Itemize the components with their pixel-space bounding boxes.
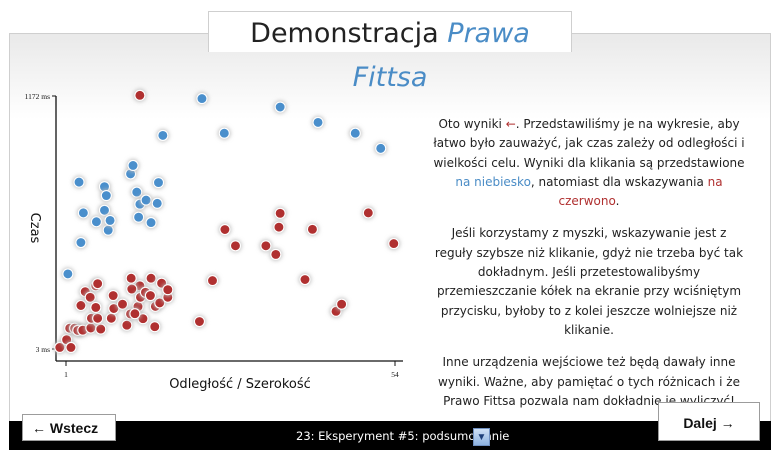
red-data-point bbox=[273, 221, 285, 233]
blue-data-point bbox=[75, 236, 87, 249]
red-data-point bbox=[84, 291, 96, 303]
y-tick-label-bottom: 3 ms bbox=[36, 345, 50, 354]
back-arrow-icon: ← bbox=[505, 117, 516, 131]
red-data-point bbox=[162, 284, 174, 296]
x-tick-label-right: 54 bbox=[391, 370, 399, 379]
red-data-point bbox=[149, 321, 161, 333]
red-data-point bbox=[107, 289, 119, 302]
next-button[interactable]: Dalej → bbox=[658, 402, 760, 441]
blue-highlight: na niebiesko bbox=[455, 174, 531, 189]
blue-data-point bbox=[104, 214, 116, 226]
red-data-point bbox=[206, 275, 219, 287]
red-data-point bbox=[274, 207, 286, 219]
red-data-point bbox=[85, 322, 97, 334]
red-data-point bbox=[154, 297, 166, 309]
slide-select[interactable]: 23: Eksperyment #5: podsumowanie bbox=[296, 429, 510, 443]
red-data-point bbox=[229, 240, 242, 252]
x-tick-label-left: 1 bbox=[64, 370, 68, 379]
red-data-point bbox=[219, 223, 231, 236]
blue-data-point bbox=[100, 190, 112, 202]
red-data-point bbox=[65, 341, 77, 354]
red-data-point bbox=[260, 240, 272, 252]
red-data-point bbox=[105, 312, 117, 324]
blue-data-point bbox=[274, 101, 286, 113]
red-data-point bbox=[121, 319, 133, 331]
red-data-point bbox=[134, 89, 146, 101]
red-data-point bbox=[129, 308, 141, 320]
blue-data-point bbox=[127, 159, 139, 172]
red-data-point bbox=[75, 299, 87, 312]
description-text: , natomiast dla wskazywania bbox=[530, 174, 704, 189]
blue-data-point bbox=[73, 176, 85, 188]
red-data-point bbox=[362, 207, 374, 219]
x-axis-label: Odległość / Szerokość bbox=[169, 377, 311, 392]
blue-data-point bbox=[152, 177, 165, 189]
dropdown-arrow-icon[interactable]: ▼ bbox=[473, 428, 490, 446]
title-accent: Prawa Fittsa bbox=[352, 18, 530, 93]
red-data-point bbox=[92, 312, 104, 324]
red-data-point bbox=[306, 223, 318, 235]
red-data-point bbox=[90, 301, 102, 313]
blue-data-point bbox=[133, 211, 145, 223]
red-data-point bbox=[95, 323, 107, 335]
chart-axes: 1172 ms 3 ms 1 54 Odległość / Szerokość … bbox=[25, 92, 403, 392]
blue-data-point bbox=[157, 129, 169, 141]
back-button[interactable]: ← Wstecz bbox=[22, 414, 116, 441]
y-tick-label-top: 1172 ms bbox=[25, 92, 50, 101]
red-data-point bbox=[193, 315, 206, 328]
blue-data-point bbox=[140, 194, 152, 206]
blue-data-point bbox=[151, 197, 163, 209]
data-points bbox=[53, 89, 400, 354]
blue-data-point bbox=[98, 204, 111, 216]
red-data-point bbox=[336, 298, 348, 310]
blue-data-point bbox=[77, 207, 89, 219]
blue-data-point bbox=[218, 127, 230, 139]
red-data-point bbox=[145, 272, 157, 284]
blue-data-point bbox=[62, 268, 74, 280]
bottom-bar bbox=[9, 421, 771, 450]
description-text: . bbox=[615, 194, 620, 209]
blue-data-point bbox=[90, 216, 102, 228]
description-text: Oto wyniki bbox=[438, 117, 502, 131]
red-data-point bbox=[92, 278, 104, 290]
red-data-point bbox=[270, 248, 282, 260]
red-data-point bbox=[126, 283, 138, 295]
red-data-point bbox=[144, 289, 156, 302]
red-data-point bbox=[299, 273, 311, 286]
title-main: Demonstracja bbox=[250, 18, 439, 49]
y-axis-label: Czas bbox=[27, 213, 42, 244]
blue-data-point bbox=[145, 217, 157, 229]
blue-data-point bbox=[349, 127, 361, 139]
red-data-point bbox=[116, 298, 129, 310]
red-data-point bbox=[125, 272, 137, 284]
blue-data-point bbox=[131, 186, 143, 198]
red-data-point bbox=[388, 238, 400, 250]
blue-data-point bbox=[375, 142, 387, 154]
blue-data-point bbox=[196, 93, 208, 105]
page-title: Demonstracja Prawa Fittsa bbox=[208, 11, 572, 93]
description-text: . Przedstawiliśmy je na wykresie, aby ła… bbox=[433, 117, 745, 170]
results-description: Oto wyniki ←. Przedstawiliśmy je na wykr… bbox=[432, 115, 746, 424]
blue-data-point bbox=[102, 224, 114, 236]
description-paragraph-1: Oto wyniki ←. Przedstawiliśmy je na wykr… bbox=[432, 115, 746, 211]
blue-data-point bbox=[312, 116, 324, 128]
description-paragraph-2: Jeśli korzystamy z myszki, wskazywanie j… bbox=[434, 226, 744, 337]
red-highlight: na czerwono bbox=[558, 174, 723, 209]
